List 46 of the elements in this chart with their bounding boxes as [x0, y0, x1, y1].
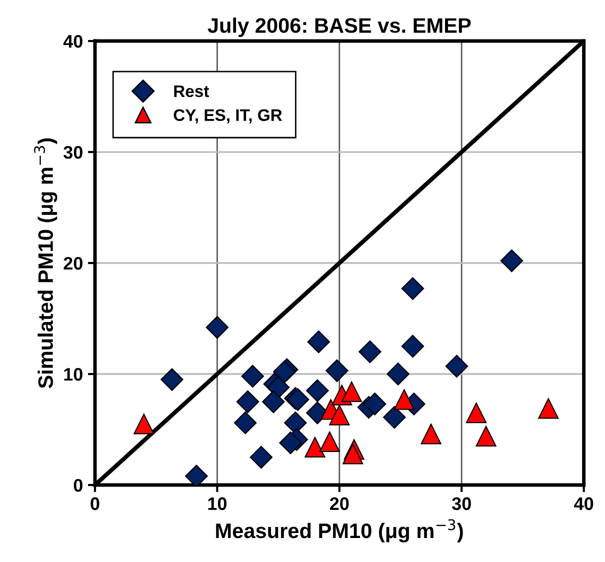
point: [329, 404, 350, 426]
point: [319, 431, 340, 452]
point: [236, 390, 260, 414]
point: [206, 316, 229, 339]
point: [304, 436, 326, 458]
point: [279, 431, 302, 454]
legend-label: CY, ES, IT, GR: [174, 109, 282, 124]
point: [386, 362, 410, 386]
y-axis-title: Simulated PM10 (μg m$^{−3}$): [34, 138, 58, 388]
point: [307, 330, 330, 354]
y-tick-label: 30: [64, 146, 82, 159]
point: [342, 444, 364, 464]
point: [363, 392, 386, 416]
point: [185, 464, 208, 486]
point: [538, 398, 559, 419]
y-tick-label: 0: [74, 478, 82, 492]
x-axis-title: Measured PM10 (μg m$^{−3}$): [216, 519, 463, 542]
x-tick-label: 20: [330, 497, 349, 510]
x-tick-label: 10: [208, 497, 226, 510]
x-tick-label: 30: [452, 497, 471, 510]
point: [500, 249, 524, 272]
point: [234, 411, 257, 434]
point: [250, 446, 273, 469]
point: [466, 402, 487, 424]
x-tick-label: 40: [574, 497, 594, 510]
x-tick-label: 0: [90, 497, 100, 510]
point: [326, 359, 348, 382]
point: [262, 390, 285, 414]
point: [401, 277, 424, 300]
point: [306, 379, 329, 402]
point: [134, 414, 154, 434]
chart-title: July 2006: BASE vs. EMEP: [208, 18, 471, 38]
point: [420, 424, 442, 444]
point: [476, 426, 496, 446]
point: [341, 381, 362, 402]
point: [383, 406, 406, 429]
point: [401, 334, 424, 358]
legend-label: Rest: [174, 86, 210, 98]
y-tick-label: 10: [64, 368, 82, 381]
y-tick-label: 40: [63, 34, 82, 48]
y-tick-label: 20: [64, 256, 82, 270]
point: [160, 368, 184, 391]
point: [358, 340, 382, 364]
point: [241, 364, 264, 388]
point: [445, 354, 468, 378]
point: [394, 389, 414, 410]
